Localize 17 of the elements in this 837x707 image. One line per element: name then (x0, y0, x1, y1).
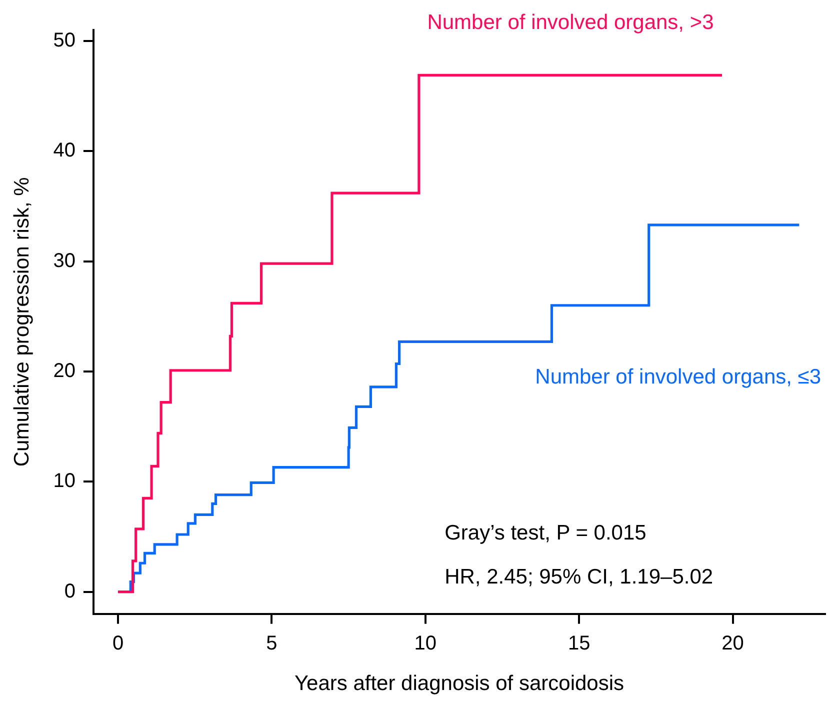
x-tick-label: 20 (722, 632, 744, 654)
y-tick-label: 0 (64, 580, 76, 602)
y-tick-label: 20 (53, 360, 76, 382)
series-label: Number of involved organs, >3 (427, 10, 714, 34)
y-axis-title: Cumulative progression risk, % (10, 177, 34, 467)
y-tick-label: 10 (53, 470, 76, 492)
annotation: HR, 2.45; 95% CI, 1.19–5.02 (444, 566, 714, 589)
x-tick-label: 15 (568, 632, 590, 654)
x-tick-label: 0 (112, 632, 124, 654)
y-tick-label: 30 (53, 250, 76, 272)
y-tick-label: 50 (53, 30, 76, 52)
series-label: Number of involved organs, ≤3 (535, 366, 821, 389)
x-axis-title: Years after diagnosis of sarcoidosis (294, 672, 624, 696)
x-tick-label: 10 (414, 632, 437, 654)
y-tick-label: 40 (53, 140, 76, 162)
annotation: Gray’s test, P = 0.015 (444, 522, 646, 545)
x-tick-label: 5 (266, 632, 278, 654)
